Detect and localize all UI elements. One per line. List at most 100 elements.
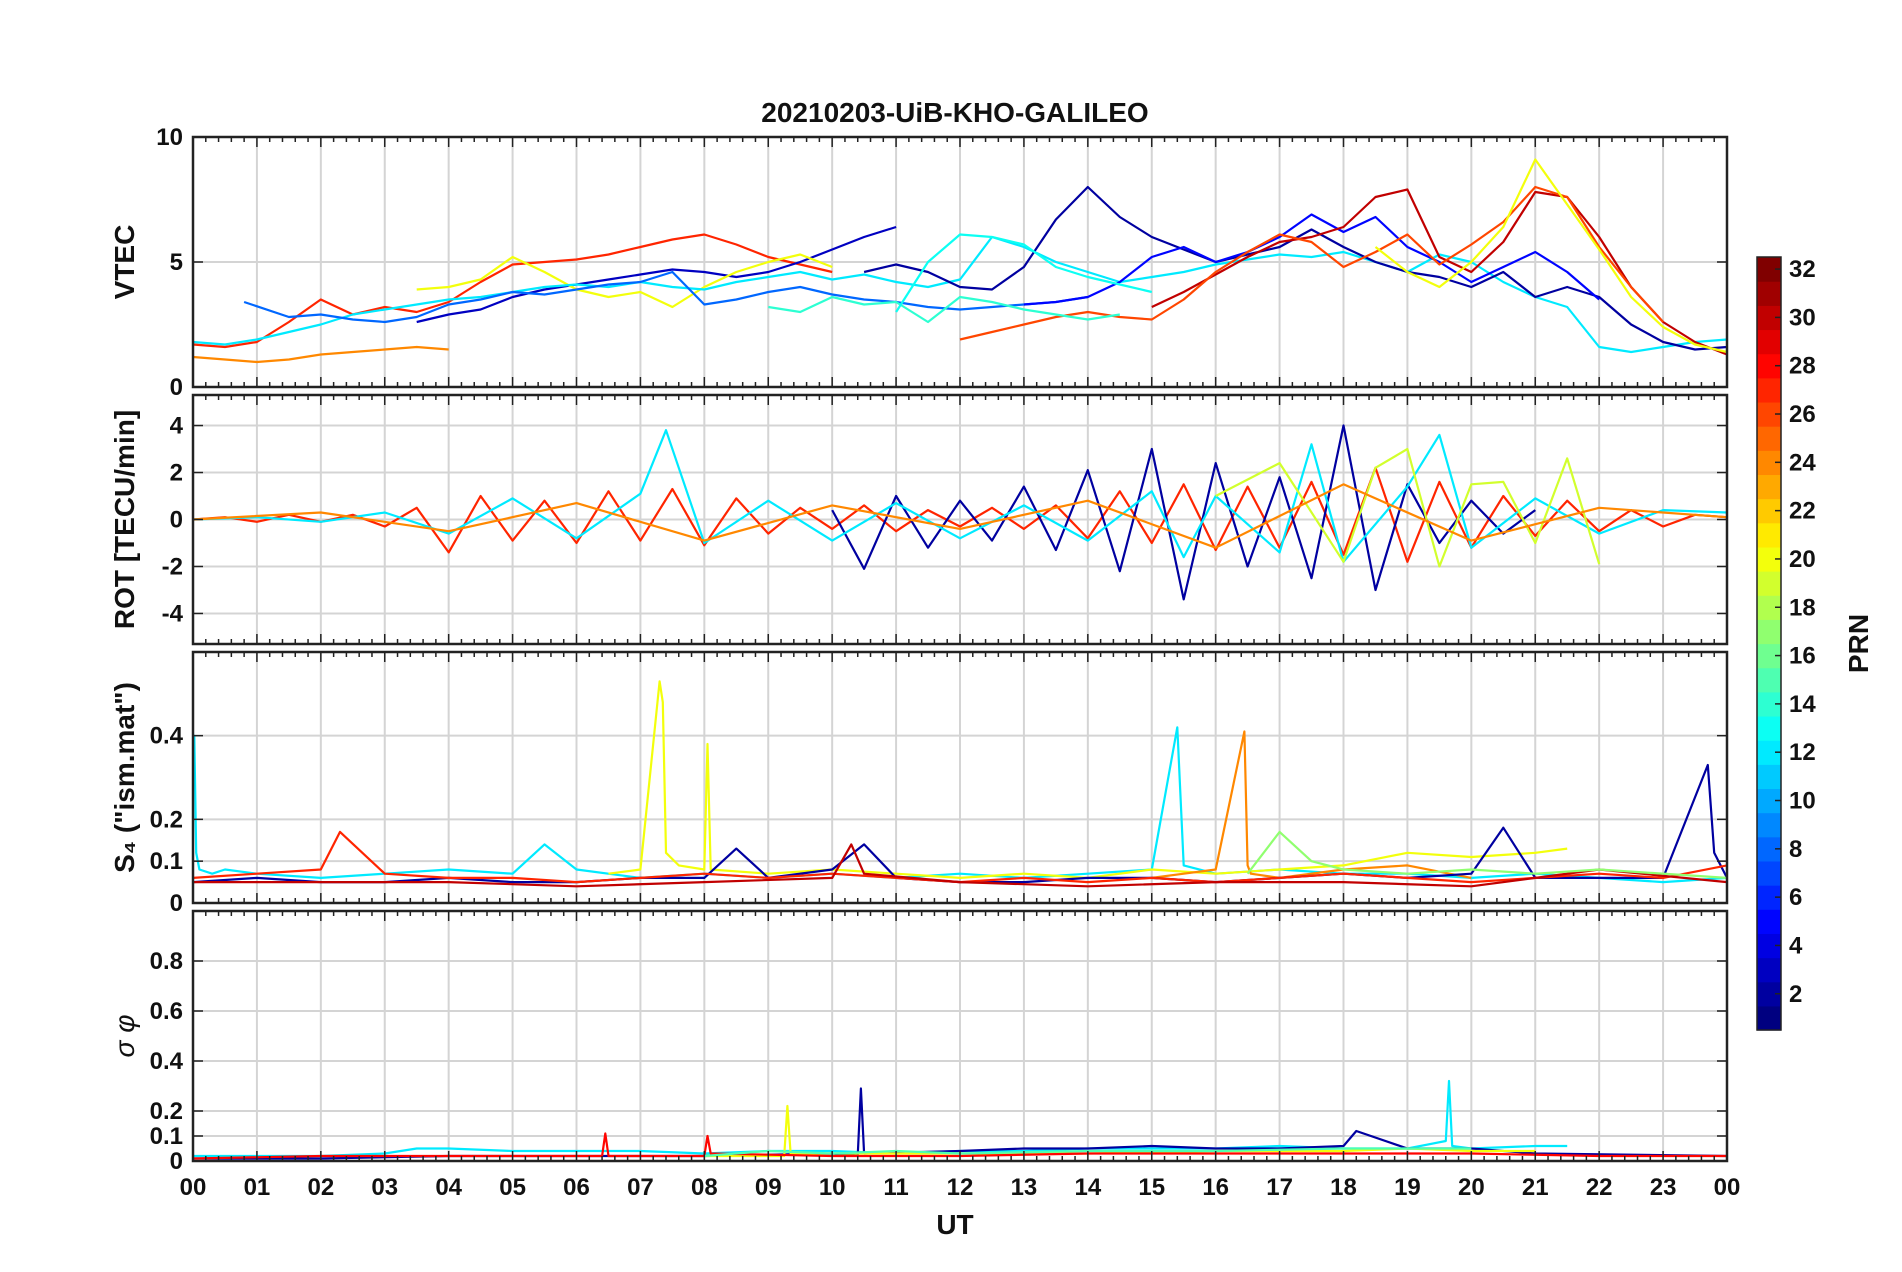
series-line-prn-26 bbox=[959, 185, 1664, 341]
colorbar-tick-label: 4 bbox=[1789, 932, 1803, 959]
colorbar-tick-label: 24 bbox=[1789, 449, 1816, 476]
colorbar-swatch bbox=[1757, 377, 1781, 403]
x-tick-label: 00 bbox=[180, 1174, 207, 1201]
colorbar-swatch bbox=[1757, 329, 1781, 355]
series-line-prn-28 bbox=[193, 1132, 1727, 1160]
colorbar-tick-label: 32 bbox=[1789, 256, 1816, 283]
series-line-prn-30 bbox=[193, 843, 1727, 888]
series-group bbox=[193, 158, 1727, 364]
y-tick-label: 0.2 bbox=[150, 1098, 183, 1125]
colorbar-tick-label: 28 bbox=[1789, 353, 1816, 380]
y-tick-label: 0.1 bbox=[150, 848, 183, 875]
series-line-prn-24 bbox=[1151, 730, 1472, 880]
x-tick-label: 19 bbox=[1394, 1174, 1421, 1201]
colorbar-swatch bbox=[1757, 571, 1781, 596]
x-tick-label: 11 bbox=[883, 1174, 908, 1201]
colorbar-tick-label: 18 bbox=[1789, 594, 1816, 621]
plot-frame bbox=[191, 650, 1729, 905]
x-tick-label: 22 bbox=[1586, 1174, 1613, 1201]
x-tick-label: 23 bbox=[1650, 1174, 1677, 1201]
colorbar-swatch bbox=[1757, 522, 1781, 548]
colorbar-tick-label: 8 bbox=[1789, 836, 1802, 863]
y-tick-label: 0 bbox=[170, 374, 183, 401]
colorbar-tick-label: 6 bbox=[1789, 884, 1802, 911]
y-tick-label: -4 bbox=[162, 600, 184, 627]
colorbar-tick-label: 2 bbox=[1789, 981, 1802, 1008]
y-tick-label: -2 bbox=[162, 553, 183, 580]
x-axis-label: UT bbox=[936, 1209, 973, 1240]
colorbar-swatch bbox=[1757, 957, 1781, 983]
y-tick-label: 0.2 bbox=[150, 806, 183, 833]
x-tick-label: 17 bbox=[1266, 1174, 1293, 1201]
colorbar-tick-label: 26 bbox=[1789, 401, 1816, 428]
y-tick-label: 0.6 bbox=[150, 998, 183, 1025]
series-line-prn-19 bbox=[1215, 447, 1601, 568]
colorbar-tick-label: 16 bbox=[1789, 643, 1816, 670]
x-tick-label: 21 bbox=[1522, 1174, 1549, 1201]
colorbar-swatch bbox=[1757, 1005, 1781, 1031]
series-line-prn-24 bbox=[193, 483, 1727, 549]
series-line-prn-3 bbox=[416, 225, 897, 324]
series-line-prn-12 bbox=[193, 429, 1727, 563]
x-tick-label: 02 bbox=[307, 1174, 334, 1201]
plot-frame bbox=[191, 393, 1729, 646]
colorbar-label: PRN bbox=[1843, 614, 1874, 673]
panel-sigma: 00.10.2 0.4 0.6 0.8 σ φ 00 01 02 03 04 05 06 07 08 09 1… bbox=[109, 909, 1741, 1201]
plot-frame bbox=[191, 135, 1729, 389]
x-tick-label: 20 bbox=[1458, 1174, 1485, 1201]
x-tick-label: 15 bbox=[1138, 1174, 1165, 1201]
colorbar-tick-label: 22 bbox=[1789, 498, 1816, 525]
plot-frame bbox=[191, 909, 1729, 1163]
x-tick-label: 10 bbox=[819, 1174, 846, 1201]
y-tick-label: 0 bbox=[170, 890, 183, 917]
y-tick-label: 2 bbox=[170, 460, 183, 487]
panel-rot: -4 -2 0 2 4 ROT [TECU/min] bbox=[109, 393, 1729, 646]
x-tick-label: 00 bbox=[1714, 1174, 1741, 1201]
chart-title: 20210203-UiB-KHO-GALILEO bbox=[761, 97, 1148, 128]
y-tick-label: 10 bbox=[156, 124, 183, 151]
colorbar-swatch bbox=[1757, 667, 1781, 693]
colorbar-swatch bbox=[1757, 764, 1781, 790]
series-line-prn-14 bbox=[768, 295, 1120, 324]
x-tick-label: 14 bbox=[1074, 1174, 1101, 1201]
y-axis-label: ROT [TECU/min] bbox=[109, 410, 140, 629]
series-line-prn-20 bbox=[1374, 158, 1727, 354]
y-tick-label: 0.8 bbox=[150, 948, 183, 975]
y-tick-label: 0.4 bbox=[150, 723, 184, 750]
series-line-prn-20 bbox=[416, 253, 833, 309]
series-line-prn-27 bbox=[193, 233, 833, 349]
x-tick-label: 03 bbox=[371, 1174, 398, 1201]
x-tick-label: 09 bbox=[755, 1174, 782, 1201]
x-tick-label: 12 bbox=[947, 1174, 974, 1201]
y-tick-label: 4 bbox=[170, 413, 184, 440]
y-axis-label: S₄ ("ism.mat") bbox=[109, 682, 140, 873]
series-line-prn-8 bbox=[243, 270, 1088, 324]
series-group bbox=[193, 680, 1727, 888]
colorbar-tick-label: 20 bbox=[1789, 546, 1816, 573]
colorbar-frame bbox=[1756, 256, 1782, 1031]
panel-s4: 0 0.1 0.2 0.4 S₄ ("ism.mat") bbox=[109, 650, 1729, 917]
y-tick-label: 0.1 bbox=[150, 1123, 183, 1150]
x-tick-label: 16 bbox=[1202, 1174, 1229, 1201]
y-axis-label: σ φ bbox=[109, 1015, 140, 1058]
colorbar-swatch bbox=[1757, 281, 1781, 306]
series-line-prn-5 bbox=[1023, 213, 1600, 306]
panel-vtec: 0 5 10 VTEC bbox=[109, 124, 1729, 401]
colorbar-swatch bbox=[1757, 909, 1781, 934]
series-line-prn-24 bbox=[193, 345, 449, 364]
colorbar-swatch bbox=[1757, 860, 1781, 886]
colorbar-swatch bbox=[1757, 715, 1781, 741]
series-line-prn-13 bbox=[895, 233, 1153, 313]
colorbar-swatch bbox=[1757, 426, 1781, 451]
y-tick-label: 0 bbox=[170, 1148, 183, 1175]
colorbar-tick-label: 10 bbox=[1789, 788, 1816, 815]
colorbar-swatch bbox=[1757, 619, 1781, 645]
y-axis-label: VTEC bbox=[109, 225, 140, 300]
x-tick-label: 13 bbox=[1011, 1174, 1038, 1201]
colorbar-tick-label: 14 bbox=[1789, 691, 1816, 718]
x-tick-label: 04 bbox=[435, 1174, 462, 1201]
x-tick-label: 18 bbox=[1330, 1174, 1357, 1201]
y-tick-label: 5 bbox=[170, 249, 183, 276]
